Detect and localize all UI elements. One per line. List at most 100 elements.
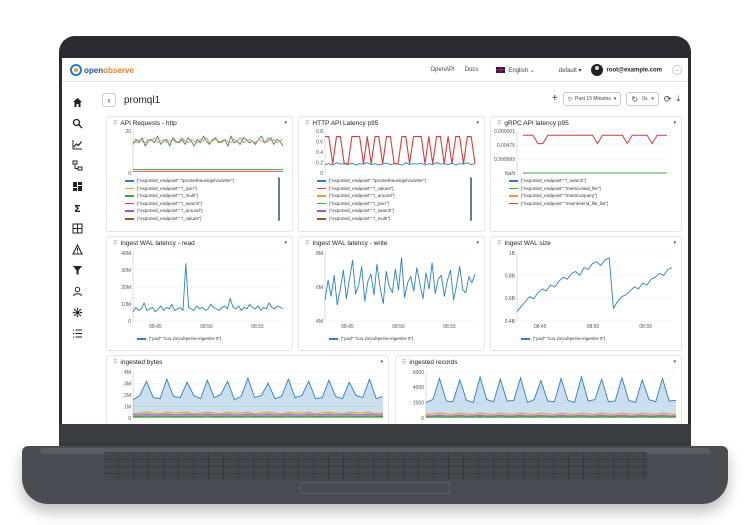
logo[interactable]: openobserve — [70, 64, 134, 76]
legend-label: {"exported_endpoint":"/_around"} — [329, 193, 395, 199]
ingestion-icon[interactable] — [72, 263, 83, 275]
caret-down-icon: ▾ — [578, 67, 582, 74]
panel-menu-icon[interactable]: ▾ — [476, 120, 479, 126]
openapi-link[interactable]: OpenAPI — [430, 67, 455, 73]
y-tick-label: 0.000001 — [494, 129, 515, 135]
drag-handle-icon[interactable]: ⠿ — [497, 121, 502, 127]
legend-label: {"exported_endpoint":"/_multi"} — [137, 193, 199, 199]
search-icon[interactable] — [72, 116, 83, 129]
add-panel-button[interactable]: + — [551, 93, 558, 104]
panel-http-api-latency[interactable]: ⠿ HTTP API Latency p95 ▾ 0.8 0.6 0.4 0.2 0 {"e… — [298, 116, 485, 232]
settings-icon[interactable] — [72, 305, 83, 318]
legend-item[interactable]: {"exported_endpoint":"/_around"} — [317, 192, 426, 200]
legend-swatch — [317, 180, 326, 182]
drag-handle-icon[interactable]: ⠿ — [305, 121, 310, 127]
drag-handle-icon[interactable]: ⠿ — [113, 241, 118, 247]
legend-item[interactable]: {"exported_endpoint":"/_multi"} — [317, 215, 426, 223]
metrics-icon[interactable] — [72, 137, 83, 150]
x-tick-label: 08:55 — [443, 324, 456, 330]
refresh-button[interactable]: ⟳ — [663, 93, 672, 104]
legend-scrollbar[interactable] — [278, 177, 280, 221]
panel-menu-icon[interactable]: ▾ — [673, 120, 676, 126]
panel-menu-icon[interactable]: ▾ — [284, 120, 287, 126]
panel-ingest-wal-read[interactable]: ⠿ Ingest WAL latency - read ▾ 40M 30M 20M 10… — [106, 236, 293, 351]
y-tick-label: 4000 — [413, 385, 424, 391]
panel-api-requests[interactable]: ⠿ API Requests - http ▾ 20 0 {"exported_end… — [106, 116, 293, 232]
series-line — [425, 412, 677, 415]
about-icon[interactable] — [72, 326, 83, 338]
panel-title: ⠿ ingested records — [402, 359, 457, 366]
legend-item[interactable]: {"exported_endpoint":"/_values"} — [317, 185, 426, 193]
legend-item[interactable]: {"exported_endpoint":"/event/send_file_l… — [509, 200, 608, 208]
back-button[interactable]: ‹ — [102, 93, 116, 107]
panel-ingest-wal-write[interactable]: ⠿ Ingest WAL latency - write ▾ 8M 6M 4M 08:4… — [298, 236, 485, 351]
panel-menu-icon[interactable]: ▾ — [284, 240, 287, 246]
top-bar: openobserve OpenAPI Docs English ⌄ defau… — [62, 58, 688, 82]
docs-link[interactable]: Docs — [464, 67, 479, 73]
home-icon[interactable] — [72, 95, 83, 107]
y-tick-label: 0 — [128, 319, 131, 325]
legend-item[interactable]: {"exported_endpoint":"/_search"} — [125, 200, 234, 208]
x-tick-label: 08:45 — [341, 324, 354, 330]
chevron-left-icon: ‹ — [107, 95, 111, 105]
series-line — [516, 257, 673, 312]
dashboard-toolbar: + ◷ Past 15 Minutes ▾ ↻ 0s ▾ ⟳ ⤓ — [552, 92, 680, 106]
panel-menu-icon[interactable]: ▾ — [673, 240, 676, 246]
iam-icon[interactable] — [72, 284, 83, 297]
panel-title: ⠿ ingested bytes — [113, 359, 162, 366]
y-tick-label: 0 — [128, 171, 131, 177]
x-tick-label: 08:45 — [534, 324, 547, 330]
org-selector[interactable]: default ▾ — [559, 67, 582, 74]
drag-handle-icon[interactable]: ⠿ — [113, 360, 118, 366]
panel-grpc-api-latency[interactable]: ⠿ gRPC API latency p95 ▾ 0.000001 0.00475 0… — [490, 116, 682, 232]
legend-item[interactable]: {"exported_endpoint":"/_around"} — [125, 207, 234, 215]
drag-handle-icon[interactable]: ⠿ — [402, 360, 407, 366]
legend-swatch — [317, 218, 326, 220]
legend-item[interactable]: {"exported_endpoint":"/_json"} — [125, 185, 234, 193]
y-tick-label: 0.6 — [316, 139, 323, 145]
user-menu[interactable]: root@example.com — [591, 64, 662, 76]
panel-menu-icon[interactable]: ▾ — [673, 359, 676, 365]
panel-title: ⠿ Ingest WAL size — [497, 240, 551, 247]
legend-scrollbar[interactable] — [470, 177, 472, 221]
functions-icon[interactable]: Σ — [72, 200, 83, 215]
user-menu-chevron-icon[interactable]: ⌄ — [672, 65, 682, 75]
legend-item[interactable]: {"exported_endpoint":"/prometheus/api/v1… — [317, 177, 426, 185]
dashboards-icon[interactable] — [72, 179, 83, 191]
panel-title: ⠿ API Requests - http — [113, 120, 177, 127]
alerts-icon[interactable] — [71, 242, 83, 255]
drag-handle-icon[interactable]: ⠿ — [305, 241, 310, 247]
drag-handle-icon[interactable]: ⠿ — [497, 241, 502, 247]
panel-menu-icon[interactable]: ▾ — [476, 240, 479, 246]
legend-item[interactable]: {"pod":"zo1-zincobserve-ingester-0"} — [521, 335, 605, 343]
date-time-picker[interactable]: ◷ Past 15 Minutes ▾ — [562, 92, 622, 106]
legend-label: {"pod":"zo1-zincobserve-ingester-0"} — [533, 336, 606, 341]
laptop-keyboard — [104, 452, 648, 480]
legend-item[interactable]: {"exported_endpoint":"/metrics/query"} — [509, 192, 608, 200]
user-email: root@example.com — [606, 67, 662, 74]
language-selector[interactable]: English ⌄ — [496, 66, 535, 74]
auto-refresh-selector[interactable]: ↻ 0s ▾ — [626, 92, 659, 106]
legend-item[interactable]: {"pod":"zo1-zincobserve-ingester-0"} — [137, 335, 221, 343]
download-icon[interactable]: ⤓ — [676, 94, 680, 103]
panel-ingested-records[interactable]: ⠿ ingested records ▾ 6000 4000 2000 0 — [395, 355, 682, 424]
legend-item[interactable]: {"pod":"zo1-zincobserve-ingester-0"} — [329, 335, 413, 343]
panel-ingest-wal-size[interactable]: ⠿ Ingest WAL size ▾ 1B 0.8B 0.6B 0.4B 08:45 08… — [490, 236, 682, 351]
laptop-hinge — [59, 424, 691, 450]
legend-item[interactable]: {"exported_endpoint":"/_json"} — [317, 200, 426, 208]
y-tick-label: 0 — [128, 416, 131, 422]
drag-handle-icon[interactable]: ⠿ — [113, 121, 118, 127]
legend-item[interactable]: {"exported_endpoint":"/_search"} — [317, 207, 426, 215]
legend-item[interactable]: {"exported_endpoint":"/_search"} — [509, 177, 608, 185]
legend-item[interactable]: {"exported_endpoint":"/prometheus/api/v1… — [125, 177, 234, 185]
legend-item[interactable]: {"exported_endpoint":"/_values"} — [125, 215, 234, 223]
panel-menu-icon[interactable]: ▾ — [380, 359, 383, 365]
chart-svg: 8M 6M 4M 08:45 08:50 08:55 — [316, 251, 476, 330]
streams-icon[interactable] — [72, 221, 83, 234]
legend-item[interactable]: {"exported_endpoint":"/metrics/wal_file"… — [509, 185, 608, 193]
panel-ingested-bytes[interactable]: ⠿ ingested bytes ▾ 4M 3M 2M 1M 0 — [106, 355, 389, 424]
caret-down-icon: ▾ — [613, 96, 617, 102]
series-line — [324, 257, 476, 306]
legend-item[interactable]: {"exported_endpoint":"/_multi"} — [125, 192, 234, 200]
traces-icon[interactable] — [72, 158, 83, 171]
